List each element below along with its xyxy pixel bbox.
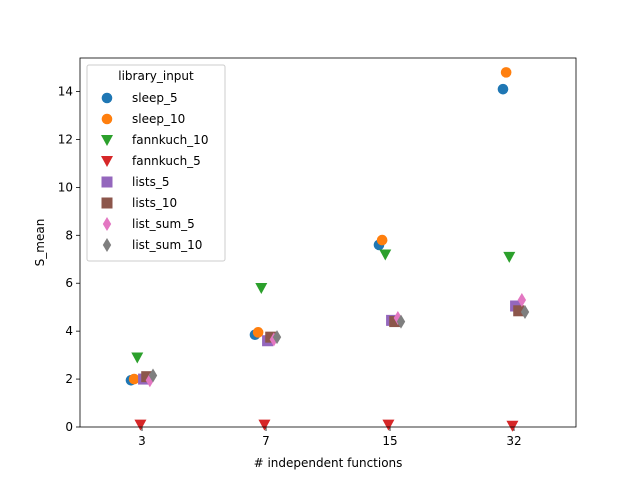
y-axis-ticks: 0 2 4 6 8 10 12 14 [58,85,80,434]
legend-item: lists_5 [101,175,170,189]
data-point-sleep_10 [376,234,388,246]
data-point-sleep_10 [500,67,512,78]
data-point-sleep_10 [252,327,264,338]
legend-item: lists_10 [101,196,177,210]
legend-item: sleep_10 [101,112,185,126]
legend-label: sleep_10 [132,112,185,126]
x-tick-label: 7 [262,434,270,448]
legend-item: list_sum_5 [102,217,195,231]
legend-marker-sleep_10 [101,113,113,125]
legend-label: lists_10 [132,196,177,210]
data-point-list_sum_10 [520,304,530,319]
legend-label: list_sum_5 [132,217,195,231]
y-tick-label: 0 [65,420,73,434]
y-tick-label: 10 [58,180,73,194]
legend-label: fannkuch_10 [132,133,208,147]
legend-label: fannkuch_5 [132,154,201,168]
legend-marker-fannkuch_10 [101,135,113,146]
legend-marker-lists_10 [101,197,113,209]
legend-box [86,64,226,262]
data-point-list_sum_5 [145,373,155,388]
legend-item: list_sum_10 [102,238,202,252]
legend-items: sleep_5 sleep_10 fannkuch_10 fannkuch_5list… [101,91,208,252]
legend-title: library_input [118,69,194,83]
legend-label: lists_5 [132,175,170,189]
y-tick-label: 2 [65,372,73,386]
data-point-list_sum_10 [148,368,158,383]
data-point-fannkuch_5 [382,419,395,431]
x-tick-label: 15 [382,434,397,448]
legend-marker-lists_5 [101,176,113,188]
y-axis-label: S_mean [33,219,47,267]
data-point-sleep_5 [497,83,509,95]
y-tick-label: 14 [58,85,73,99]
legend-label: list_sum_10 [132,238,202,252]
legend-marker-list_sum_10 [102,238,112,252]
legend-item: fannkuch_5 [101,154,201,168]
data-point-lists_10 [513,305,525,317]
data-point-list_sum_5 [517,293,527,308]
plot-frame [79,57,577,428]
x-axis-ticks: 3 7 15 32 [138,427,522,448]
data-point-lists_10 [141,371,153,383]
data-point-fannkuch_10 [255,283,268,295]
x-tick-label: 3 [138,434,146,448]
legend-marker-list_sum_5 [102,217,112,231]
data-point-fannkuch_10 [131,352,144,364]
legend: library_input sleep_5 sleep_10 fannkuch_10… [86,64,226,262]
data-point-lists_10 [389,316,401,328]
legend-marker-sleep_5 [101,92,113,104]
data-point-lists_10 [265,331,277,343]
data-point-sleep_10 [128,373,140,385]
legend-label: sleep_5 [132,91,178,105]
legend-item: sleep_5 [101,91,178,105]
y-tick-label: 4 [65,324,73,338]
data-point-list_sum_10 [396,314,406,329]
data-point-fannkuch_5 [258,419,271,431]
y-tick-label: 8 [65,228,73,242]
legend-item: fannkuch_10 [101,133,208,147]
data-point-list_sum_10 [272,330,282,345]
x-axis-label: # independent functions [254,456,403,470]
y-tick-label: 6 [65,276,73,290]
data-point-fannkuch_5 [134,419,147,431]
data-points [125,67,530,432]
legend-marker-fannkuch_5 [101,156,113,167]
data-point-fannkuch_10 [503,251,516,263]
data-point-fannkuch_5 [506,420,519,432]
data-point-fannkuch_10 [379,249,392,261]
x-tick-label: 32 [506,434,521,448]
y-tick-label: 12 [58,132,73,146]
